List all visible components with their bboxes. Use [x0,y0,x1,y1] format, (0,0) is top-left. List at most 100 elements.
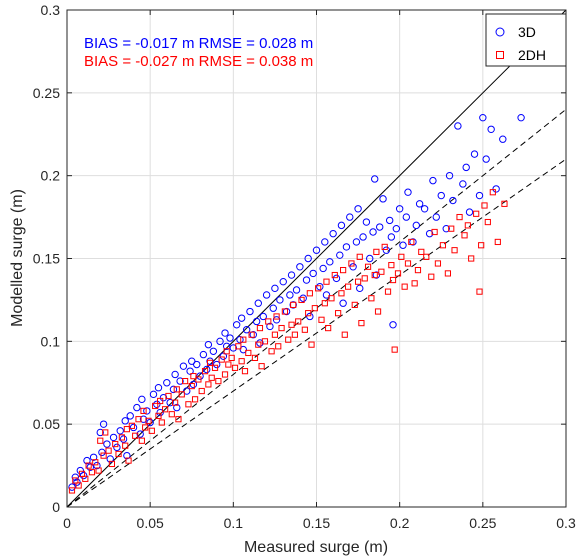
dashed-fit-line [66,158,567,508]
point-3d [143,407,151,415]
point-2dh [361,275,368,282]
point-2dh [261,338,269,345]
point-2dh [172,399,179,406]
point-2dh [464,222,471,229]
point-3d [309,269,317,278]
point-2dh [205,381,212,388]
point-3d [119,435,128,443]
point-2dh [181,377,189,385]
point-3d [299,294,307,302]
point-2dh [271,331,279,338]
point-2dh [321,300,328,307]
point-2dh [431,228,438,236]
point-3d [306,312,314,321]
point-3d [319,264,327,273]
legend-marker-2dh [496,51,504,59]
point-3d [204,340,213,349]
x-tick-label: 0.05 [137,515,164,531]
point-3d [287,271,296,279]
point-2dh [489,189,496,196]
point-2dh [195,376,202,383]
point-3d [153,400,161,408]
point-3d [154,384,163,392]
point-2dh [123,426,130,433]
series-3d [68,113,525,491]
point-3d [475,191,484,200]
point-3d [445,171,454,180]
point-3d [302,276,311,284]
point-2dh [138,437,145,444]
point-2dh [388,262,395,269]
point-2dh [78,470,86,477]
point-3d [169,385,178,394]
point-2dh [191,396,199,403]
point-3d [246,307,254,316]
reference-lines [66,9,567,508]
point-3d [242,326,251,334]
point-2dh [178,391,185,398]
point-2dh [291,331,298,338]
point-3d [362,218,371,226]
point-2dh [439,242,447,249]
point-2dh [173,386,180,393]
point-3d [276,296,284,304]
point-3d [352,238,361,246]
point-2dh [501,200,508,207]
point-3d [442,224,450,233]
point-2dh [223,348,230,355]
point-3d [429,176,437,185]
point-3d [517,113,525,122]
point-3d [203,365,211,374]
point-2dh [168,411,175,418]
point-3d [86,463,94,471]
point-3d [321,238,329,246]
point-2dh [105,447,112,454]
point-3d [103,440,111,448]
point-3d [129,423,138,432]
point-2dh [188,382,195,390]
point-3d [98,448,106,457]
point-3d [399,241,407,249]
point-2dh [75,482,82,489]
point-2dh [135,416,142,423]
point-2dh [122,442,129,449]
point-2dh [198,387,205,395]
legend-marker-3d [495,27,505,37]
point-2dh [215,377,222,385]
point-2dh [88,469,96,476]
one-to-one-line [66,9,567,508]
point-2dh [448,225,455,232]
point-3d [382,246,391,254]
point-2dh [152,402,159,410]
point-3d [222,342,231,351]
point-3d [387,233,396,241]
point-3d [186,367,194,375]
point-3d [385,216,394,225]
point-3d [329,229,337,238]
point-2dh [444,270,452,277]
point-2dh [308,341,315,348]
point-3d [269,304,277,312]
point-2dh [211,364,219,371]
y-tick-label: 0.3 [41,2,61,18]
annotation-2dh-stats: BIAS = -0.027 m RMSE = 0.038 m [84,53,313,70]
point-2dh [478,242,485,249]
y-tick-label: 0 [52,499,60,515]
point-3d [79,471,88,480]
point-3d [193,360,201,369]
point-3d [254,299,262,307]
point-2dh [451,247,458,254]
point-2dh [418,248,425,255]
point-2dh [221,371,229,378]
point-3d [209,347,218,355]
point-3d [139,415,148,423]
point-2dh [494,238,501,246]
point-2dh [255,341,262,348]
point-3d [337,221,346,230]
point-3d [492,185,500,193]
point-2dh [473,210,480,217]
point-3d [292,286,301,294]
point-3d [188,357,196,365]
point-3d [349,263,357,271]
point-3d [415,200,424,208]
